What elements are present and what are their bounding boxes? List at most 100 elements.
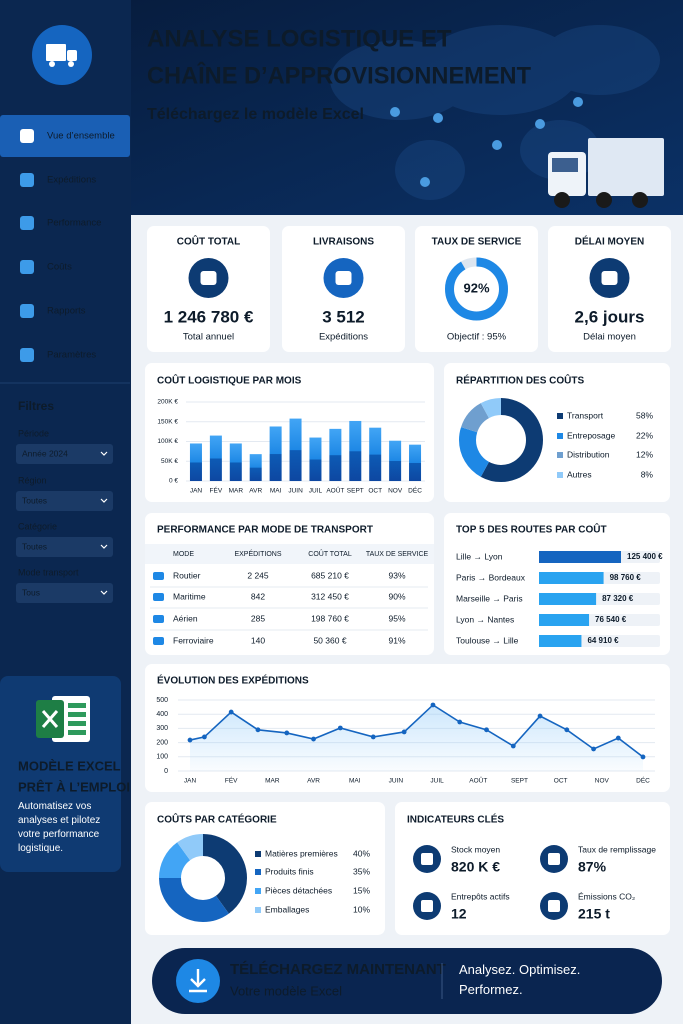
mode-icon — [153, 593, 164, 601]
nav-item: Vue d’ensemble — [47, 131, 115, 142]
indicators-card — [395, 802, 670, 935]
table-header: TAUX DE SERVICE — [366, 551, 429, 558]
kpi-value: 3 512 — [322, 307, 365, 326]
indicator-label: Taux de remplissage — [578, 844, 656, 854]
table-header: EXPÉDITIONS — [234, 549, 281, 558]
table-cell: 312 450 € — [311, 591, 349, 601]
promo-card — [0, 676, 121, 872]
bar — [309, 437, 322, 481]
logo-wheel — [68, 61, 74, 67]
y-tick-label: 200K € — [157, 399, 178, 406]
bar-value-label: 87 320 € — [602, 594, 634, 603]
cta-tagline-box: Analysez. Optimisez. Performez. — [459, 962, 580, 997]
table-cell: 285 — [251, 613, 265, 623]
line-point — [284, 730, 290, 736]
cta-download-glyph — [189, 969, 207, 993]
indicator-icon-glyph — [548, 853, 560, 865]
line-point — [564, 727, 570, 733]
legend-swatch — [557, 413, 563, 419]
x-tick-label: AOÛT — [326, 486, 344, 495]
table-cell: 198 760 € — [311, 613, 349, 623]
y-tick-label: 300 — [156, 725, 168, 732]
line-point — [510, 743, 516, 749]
excel-icon-cell — [68, 703, 86, 708]
bar — [539, 593, 597, 605]
logo-wheel — [49, 61, 55, 67]
x-tick-label: MAR — [229, 488, 244, 495]
x-tick-label: JUIL — [309, 488, 323, 495]
y-tick-label: 0 € — [169, 478, 178, 485]
promo-text: Automatisez vos analyses et pilotez votr… — [18, 801, 101, 854]
indicator-value: 87% — [578, 859, 607, 875]
bar — [229, 443, 242, 481]
line-point — [430, 702, 436, 708]
donut-segment — [459, 398, 543, 482]
x-tick-label: AOÛT — [469, 776, 487, 785]
line-point — [591, 746, 596, 752]
line-point — [401, 729, 407, 735]
kpi-sub: Total annuel — [183, 332, 234, 343]
filter-label: Région — [18, 475, 47, 485]
filter-label: Mode transport — [18, 567, 79, 577]
indicator-value: 12 — [451, 906, 467, 922]
legend-value: 35% — [353, 866, 370, 876]
chart-title: COÛT LOGISTIQUE PAR MOIS — [157, 374, 302, 387]
x-tick-label: MAI — [270, 488, 282, 495]
kpi-value: 1 246 780 € — [164, 307, 254, 326]
chart-title: RÉPARTITION DES COÛTS — [456, 374, 584, 387]
map-pins — [390, 97, 583, 187]
kpi-title: COÛT TOTAL — [177, 235, 241, 248]
legend-value: 12% — [636, 449, 653, 459]
nav-active — [0, 115, 130, 157]
legend-swatch — [255, 869, 261, 875]
y-tick-label: 200 — [156, 739, 168, 746]
legend-label: Autres — [567, 469, 592, 479]
bar — [349, 420, 362, 481]
line-point — [337, 725, 343, 731]
bar-value-label: 64 910 € — [587, 636, 619, 645]
table-cell: Maritime — [173, 591, 206, 601]
indicator-icon-glyph — [421, 853, 433, 865]
x-tick-label: DÉC — [408, 486, 422, 495]
chart-title: COÛTS PAR CATÉGORIE — [157, 813, 277, 826]
table-cell: 91% — [388, 635, 405, 645]
filters-title: Filtres — [18, 399, 54, 413]
kpi-sub: Délai moyen — [583, 332, 636, 343]
legend-label: Produits finis — [265, 866, 314, 876]
line-point — [370, 734, 376, 740]
bar — [539, 614, 590, 626]
bar — [389, 440, 402, 481]
filter-chevron — [100, 544, 108, 549]
filter-select — [16, 537, 113, 557]
chart-title: TOP 5 DES ROUTES PAR COÛT — [456, 523, 607, 536]
table-cell: 95% — [388, 613, 405, 623]
kpi-title: LIVRAISONS — [313, 237, 374, 248]
bar-value-label: 76 540 € — [595, 615, 627, 624]
line-point — [311, 736, 316, 742]
nav-item: Paramètres — [47, 350, 96, 361]
y-tick-label: 0 — [164, 768, 168, 775]
x-tick-label: JUIL — [430, 778, 444, 785]
y-tick-label: 150K € — [157, 418, 178, 425]
logo-truck — [46, 44, 66, 61]
x-tick-label: JAN — [190, 488, 203, 495]
kpi-value: 2,6 jours — [575, 307, 645, 326]
legend-label: Transport — [567, 410, 604, 420]
cta-banner[interactable] — [152, 948, 662, 1014]
line-point — [228, 709, 234, 715]
bar — [409, 444, 422, 481]
donut-segment — [459, 398, 543, 482]
route-label: Marseille → Paris — [456, 593, 523, 603]
x-tick-label: OCT — [368, 488, 382, 495]
filter-select — [16, 491, 113, 511]
chart-title: ÉVOLUTION DES EXPÉDITIONS — [157, 674, 309, 687]
cta-subtitle: Votre modèle Excel — [230, 983, 342, 998]
line-point — [615, 735, 621, 741]
line-point — [484, 727, 489, 733]
indicator-label: Émissions CO₂ — [578, 891, 635, 901]
line-point — [457, 719, 463, 725]
gauge-label: 92% — [463, 280, 489, 295]
mode-icon — [153, 572, 164, 580]
legend-swatch — [255, 888, 261, 894]
filter-select — [16, 583, 113, 603]
